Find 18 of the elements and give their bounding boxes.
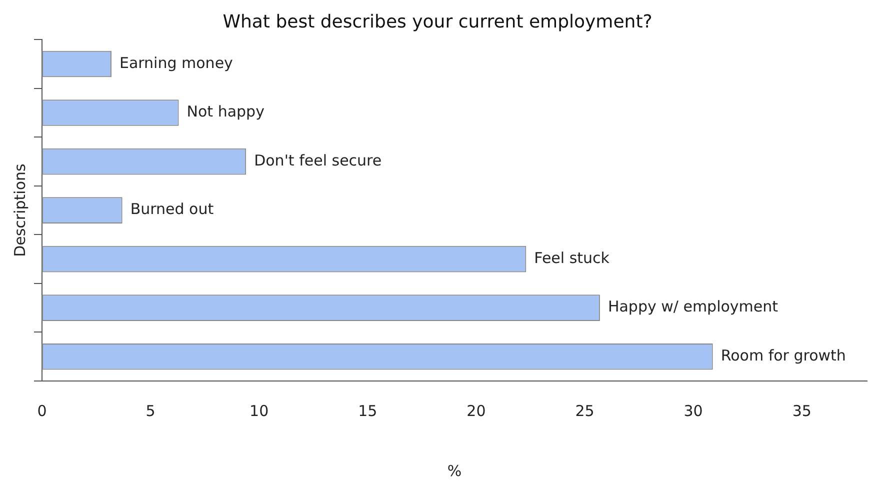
y-tick-label: Don't feel secure — [254, 151, 382, 170]
y-tick-label: Burned out — [130, 200, 214, 218]
x-tick-label: 30 — [684, 402, 703, 420]
x-tick-label: 10 — [250, 402, 269, 420]
x-tick-label: 25 — [575, 402, 594, 420]
y-tick-label: Earning money — [119, 54, 234, 72]
y-tick-label: Room for growth — [720, 346, 846, 365]
x-tick-label: 15 — [358, 402, 378, 420]
x-tick-label: 0 — [37, 402, 47, 420]
x-tick-label: 35 — [792, 402, 812, 420]
y-tick-label: Feel stuck — [534, 248, 610, 267]
y-tick-label: Not happy — [186, 102, 265, 121]
x-tick-label: 20 — [466, 402, 486, 420]
y-axis-title: Descriptions — [10, 163, 29, 257]
chart-title: What best describes your current employment? — [222, 11, 652, 32]
x-axis-title: % — [447, 462, 462, 480]
y-tick-label: Happy w/ employment — [608, 298, 778, 316]
x-tick-label: 5 — [146, 402, 156, 420]
